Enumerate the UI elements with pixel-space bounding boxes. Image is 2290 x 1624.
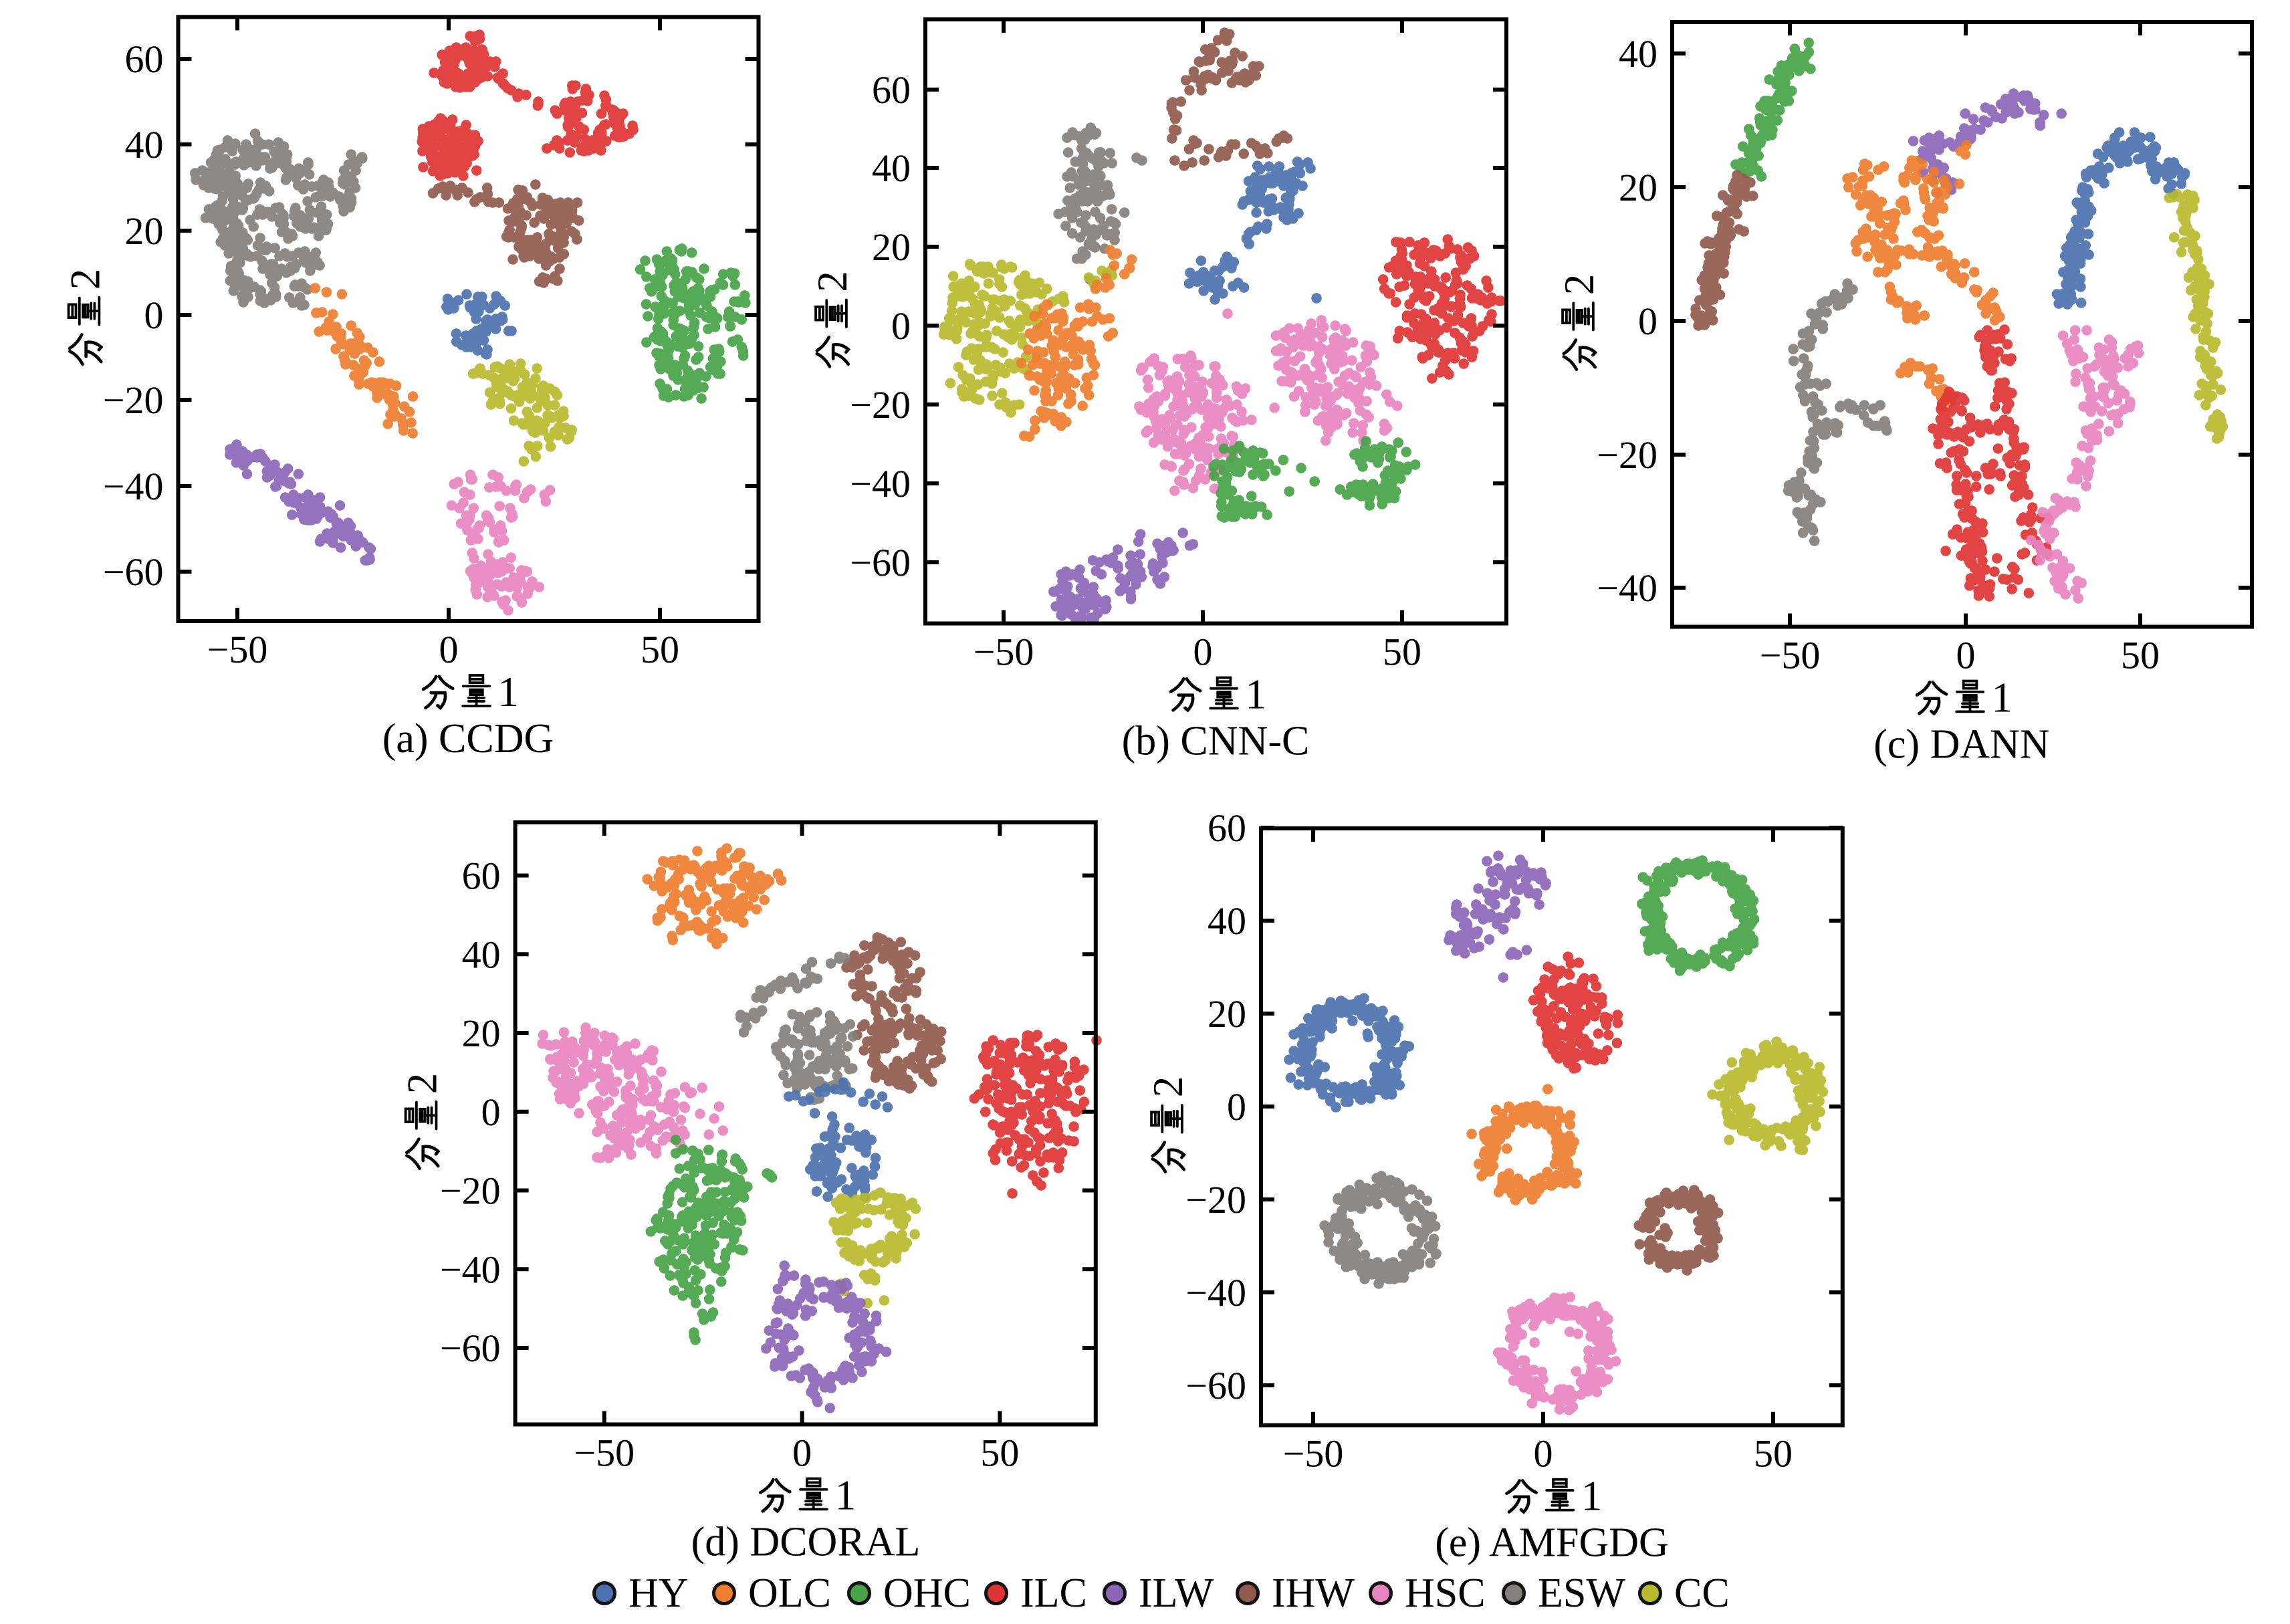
svg-text:20: 20 [872,225,911,269]
svg-text:(d) DCORAL: (d) DCORAL [691,1520,921,1565]
svg-text:2: 2 [62,269,109,290]
svg-text:ILW: ILW [1139,1571,1214,1616]
svg-text:20: 20 [125,209,164,253]
svg-text:40: 40 [1619,32,1657,76]
svg-text:60: 60 [1208,806,1246,850]
svg-text:0: 0 [1534,1432,1553,1476]
svg-text:−20: −20 [440,1169,501,1213]
svg-text:2: 2 [809,271,856,292]
svg-text:20: 20 [1208,992,1246,1036]
svg-text:60: 60 [125,37,164,81]
svg-text:ESW: ESW [1538,1571,1625,1616]
svg-text:−20: −20 [1597,433,1657,477]
svg-text:1: 1 [1992,675,2013,721]
svg-text:40: 40 [125,123,164,166]
svg-text:−60: −60 [440,1326,501,1370]
svg-text:20: 20 [462,1012,501,1055]
svg-text:HY: HY [628,1571,689,1616]
svg-text:0: 0 [1638,300,1657,343]
svg-text:−40: −40 [440,1248,501,1291]
svg-text:−60: −60 [1185,1364,1246,1407]
svg-text:−50: −50 [574,1431,635,1475]
svg-text:50: 50 [980,1431,1019,1475]
svg-text:50: 50 [1754,1432,1793,1476]
svg-text:40: 40 [462,933,501,976]
svg-text:2: 2 [1145,1076,1191,1098]
svg-text:IHW: IHW [1272,1571,1355,1616]
svg-text:1: 1 [1246,671,1267,718]
svg-text:−60: −60 [103,550,164,594]
svg-text:0: 0 [1956,634,1976,677]
svg-text:−50: −50 [207,628,268,671]
svg-text:(a) CCDG: (a) CCDG [382,716,554,762]
svg-text:0: 0 [481,1090,501,1134]
svg-text:1: 1 [498,669,520,715]
svg-text:0: 0 [792,1431,812,1475]
svg-text:−40: −40 [1185,1271,1246,1314]
svg-text:1: 1 [835,1472,856,1519]
svg-text:−20: −20 [850,383,911,427]
svg-text:60: 60 [872,68,911,112]
svg-text:2: 2 [1556,274,1603,296]
svg-text:−40: −40 [850,462,911,505]
svg-text:−50: −50 [1760,634,1821,677]
svg-text:0: 0 [439,628,459,671]
svg-text:−20: −20 [103,378,164,422]
svg-text:20: 20 [1619,166,1657,209]
svg-text:ILC: ILC [1020,1571,1087,1616]
svg-text:60: 60 [462,854,501,898]
svg-text:50: 50 [641,628,679,671]
svg-text:1: 1 [1581,1473,1603,1520]
svg-text:0: 0 [891,304,911,348]
svg-text:2: 2 [399,1073,446,1094]
svg-text:0: 0 [144,294,164,337]
svg-text:−60: −60 [850,541,911,584]
svg-text:40: 40 [872,146,911,190]
svg-text:−40: −40 [1597,566,1657,610]
svg-text:−20: −20 [1185,1178,1246,1222]
svg-text:0: 0 [1193,630,1213,674]
svg-text:(e) AMFGDG: (e) AMFGDG [1435,1520,1669,1566]
svg-text:−50: −50 [1283,1432,1344,1476]
svg-text:0: 0 [1227,1085,1246,1129]
svg-text:50: 50 [2121,634,2160,677]
svg-text:50: 50 [1383,630,1421,674]
svg-text:CC: CC [1674,1571,1730,1616]
svg-text:(c) DANN: (c) DANN [1873,722,2049,768]
svg-text:−50: −50 [974,630,1034,674]
svg-text:(b) CNN-C: (b) CNN-C [1122,719,1310,764]
svg-text:OHC: OHC [883,1571,971,1616]
svg-text:OLC: OLC [748,1571,831,1616]
svg-text:HSC: HSC [1405,1571,1486,1616]
svg-text:40: 40 [1208,899,1246,943]
svg-text:−40: −40 [103,465,164,508]
